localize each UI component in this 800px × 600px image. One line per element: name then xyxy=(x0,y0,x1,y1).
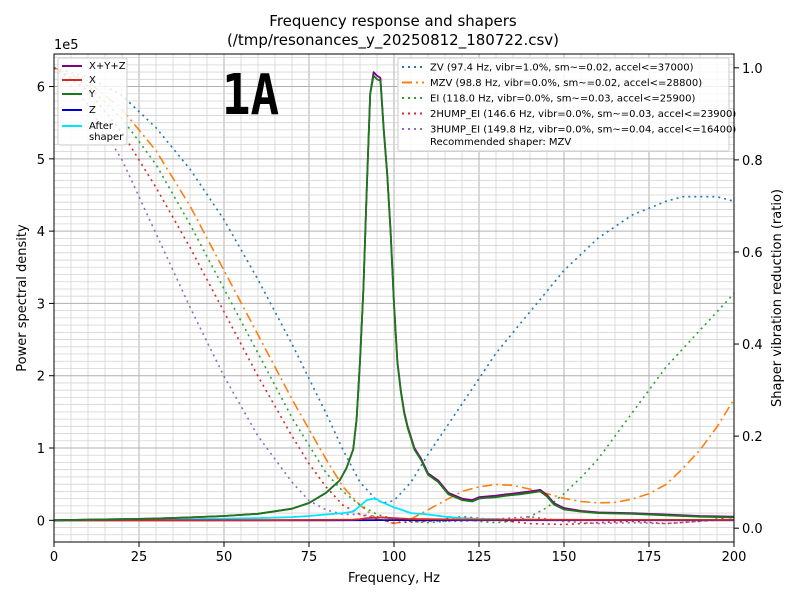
x-tick-label: 0 xyxy=(50,550,58,565)
series-line-mzv xyxy=(53,67,735,525)
series-line-2hump-ei xyxy=(53,67,735,526)
legend-psd-label: X xyxy=(89,75,96,86)
legend-psd-label: X+Y+Z xyxy=(89,61,126,72)
y-tick-label: 0 xyxy=(37,514,45,529)
y-axis-label: Power spectral density xyxy=(15,224,30,372)
x-tick-label: 125 xyxy=(467,550,492,565)
y2-tick-label: 1.0 xyxy=(742,62,763,77)
legend-shaper-label: 3HUMP_EI (149.8 Hz, vibr=0.0%, sm~=0.04,… xyxy=(430,125,736,136)
y-multiplier: 1e5 xyxy=(54,38,79,53)
x-tick-label: 100 xyxy=(382,550,407,565)
chart-title-line2: (/tmp/resonances_y_20250812_180722.csv) xyxy=(227,31,559,50)
y-tick-label: 2 xyxy=(37,370,45,385)
plot-series xyxy=(53,67,735,526)
x-tick-label: 175 xyxy=(637,550,662,565)
series-line-zv xyxy=(53,67,735,504)
x-tick-label: 75 xyxy=(301,550,318,565)
y-tick-label: 1 xyxy=(37,442,45,457)
legend-psd-label: Y xyxy=(88,89,96,100)
series-line-x xyxy=(54,516,735,522)
y2-axis-label: Shaper vibration reduction (ratio) xyxy=(770,189,785,407)
y-tick-label: 3 xyxy=(37,297,45,312)
y2-tick-label: 0.4 xyxy=(742,338,763,353)
series-line-ei xyxy=(53,67,735,524)
annotation-1a: 1A xyxy=(222,63,279,128)
y2-tick-label: 0.8 xyxy=(742,154,763,169)
legend-shaper-label: 2HUMP_EI (146.6 Hz, vibr=0.0%, sm~=0.03,… xyxy=(430,109,736,120)
y2-tick-label: 0.2 xyxy=(742,430,763,445)
legend-psd: X+Y+Z XYZ After shaper xyxy=(57,57,128,146)
y2-tick-label: 0.6 xyxy=(742,246,763,261)
y2-tick-label: 0.0 xyxy=(742,522,763,537)
x-tick-label: 200 xyxy=(722,550,747,565)
x-tick-label: 150 xyxy=(552,550,577,565)
legend-psd-label: Z xyxy=(89,105,96,116)
x-axis-label: Frequency, Hz xyxy=(348,571,440,586)
legend-shaper-label: EI (118.0 Hz, vibr=0.0%, sm~=0.03, accel… xyxy=(430,94,696,105)
chart-title-line1: Frequency response and shapers xyxy=(269,12,517,30)
recommended-shaper-text: Recommended shaper: MZV xyxy=(430,137,571,148)
y-tick-label: 5 xyxy=(37,153,45,168)
x-tick-label: 25 xyxy=(131,550,148,565)
legend-shapers: ZV (97.4 Hz, vibr=1.0%, sm~=0.02, accel<… xyxy=(397,57,736,152)
x-tick-label: 50 xyxy=(216,550,233,565)
legend-psd-label: After shaper xyxy=(89,121,124,143)
legend-shaper-label: ZV (97.4 Hz, vibr=1.0%, sm~=0.02, accel<… xyxy=(430,63,694,74)
ticks: 0 25 50 75 100 125 150 175 200 0 1 2 3 4 5 6 0.0 0.2 0.4 0.… xyxy=(37,62,763,565)
y-tick-label: 4 xyxy=(37,225,45,240)
legend-shaper-box xyxy=(397,57,730,152)
series-line-y xyxy=(53,74,735,522)
legend-shaper-label: MZV (98.8 Hz, vibr=0.0%, sm~=0.02, accel… xyxy=(430,78,702,89)
y-tick-label: 6 xyxy=(37,81,45,96)
